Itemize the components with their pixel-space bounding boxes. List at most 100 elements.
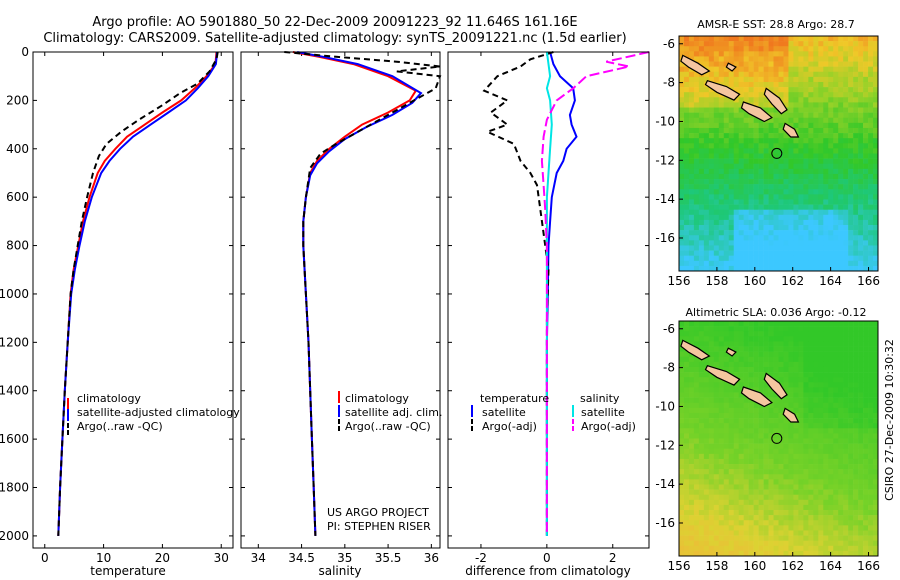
sst-field-cell xyxy=(768,153,774,159)
sla-field-cell xyxy=(773,341,779,347)
sst-field-cell xyxy=(823,107,829,113)
sla-field-cell xyxy=(828,545,834,552)
sla-field-cell xyxy=(688,418,695,424)
sst-field-cell xyxy=(753,204,759,210)
sla-field-cell xyxy=(773,504,779,511)
sla-field-cell xyxy=(838,418,844,424)
sla-field-cell xyxy=(723,382,730,388)
sla-field-cell xyxy=(753,545,759,552)
sst-field-cell xyxy=(703,97,710,103)
sla-field-cell xyxy=(773,484,779,490)
sla-field-cell xyxy=(868,321,874,327)
sst-field-cell xyxy=(853,189,859,195)
sla-field-cell xyxy=(848,458,854,465)
sst-field-cell xyxy=(788,138,794,144)
sst-field-cell xyxy=(763,122,769,129)
difference-series-temperature-argo-adj xyxy=(482,51,554,536)
sst-field-cell xyxy=(743,158,749,165)
sla-field-cell xyxy=(828,382,834,388)
sla-field-cell xyxy=(778,458,784,465)
sla-field-cell xyxy=(703,474,710,480)
sst-field-cell xyxy=(723,76,730,83)
sst-field-cell xyxy=(728,158,735,165)
sst-field-cell xyxy=(848,122,854,129)
sla-field-cell xyxy=(733,356,739,363)
depth-tick-label: 1000 xyxy=(0,287,29,301)
sst-field-cell xyxy=(793,209,799,216)
sst-field-cell xyxy=(833,66,839,73)
sst-field-cell xyxy=(788,179,794,185)
sst-field-cell xyxy=(808,61,814,67)
sst-field-cell xyxy=(738,92,744,98)
sla-field-cell xyxy=(828,443,834,450)
sst-field-cell xyxy=(698,209,705,216)
sla-field-cell xyxy=(713,448,720,455)
sla-ticks: 156 158 160 162 164 166-6-8-10-12-14-16 xyxy=(655,322,880,573)
sla-field-cell xyxy=(843,392,849,398)
sst-field-cell xyxy=(833,61,839,67)
sla-field-cell xyxy=(793,326,799,332)
sla-field-cell xyxy=(838,535,844,541)
sst-map: AMSR-E SST: 28.8 Argo: 28.7 156 158 160 162… xyxy=(655,18,880,288)
sla-field-cell xyxy=(743,336,749,342)
sst-field-cell xyxy=(763,245,769,251)
sla-field-cell xyxy=(713,540,720,547)
sst-field-cell xyxy=(693,92,700,98)
sla-field-cell xyxy=(843,525,849,531)
sst-field-cell xyxy=(783,56,789,62)
sst-field-cell xyxy=(679,225,685,231)
sst-field-cell xyxy=(783,250,789,256)
sla-field-cell xyxy=(738,361,744,368)
sst-field-cell xyxy=(818,102,824,108)
sst-field-cell xyxy=(703,158,710,165)
sla-field-cell xyxy=(813,479,819,485)
sla-field-cell xyxy=(798,550,804,557)
sst-field-cell xyxy=(743,71,749,78)
sla-field-cell xyxy=(738,479,744,485)
sst-field-cell xyxy=(838,184,844,190)
sst-field-cell xyxy=(713,163,720,170)
sla-field-cell xyxy=(698,377,705,383)
sst-field-cell xyxy=(718,260,725,267)
sst-field-cell xyxy=(733,255,739,262)
difference-xtick-label: 2 xyxy=(609,551,617,565)
sla-field-cell xyxy=(818,326,824,332)
sst-field-cell xyxy=(778,179,784,185)
sst-field-cell xyxy=(753,214,759,221)
sla-field-cell xyxy=(698,469,705,475)
sst-field-cell xyxy=(703,107,710,113)
sla-field-cell xyxy=(713,438,720,444)
sla-field-cell xyxy=(688,361,695,368)
sla-field-cell xyxy=(758,489,764,495)
sla-field-cell xyxy=(788,402,794,409)
sla-field-cell xyxy=(708,464,715,470)
sst-field-cell xyxy=(868,179,874,185)
sla-field-cell xyxy=(783,453,789,460)
sst-field-cell xyxy=(788,148,794,154)
sst-field-cell xyxy=(823,255,829,262)
sla-field-cell xyxy=(808,412,814,419)
sla-field-cell xyxy=(848,550,854,557)
sst-field-cell xyxy=(873,81,879,88)
sst-field-cell xyxy=(753,245,759,251)
sst-field-cell xyxy=(808,102,814,108)
sst-field-cell xyxy=(768,240,774,246)
sst-field-cell xyxy=(723,199,730,205)
sla-field-cell xyxy=(863,412,869,419)
sst-field-cell xyxy=(713,107,720,113)
sla-field-cell xyxy=(733,418,739,424)
sla-field-cell xyxy=(683,326,690,332)
sst-field-cell xyxy=(688,158,695,165)
sst-field-cell xyxy=(818,230,824,236)
sla-field-cell xyxy=(873,351,879,358)
sst-field-cell xyxy=(728,138,735,144)
sla-field-cell xyxy=(808,423,814,429)
sst-field-cell xyxy=(863,148,869,154)
sst-field-cell xyxy=(683,214,690,221)
sla-field-cell xyxy=(788,504,794,511)
sst-field-cell xyxy=(693,179,700,185)
sst-field-cell xyxy=(873,265,879,272)
sst-field-cell xyxy=(848,204,854,210)
sla-field-cell xyxy=(723,458,730,465)
sst-field-cell xyxy=(758,143,764,149)
